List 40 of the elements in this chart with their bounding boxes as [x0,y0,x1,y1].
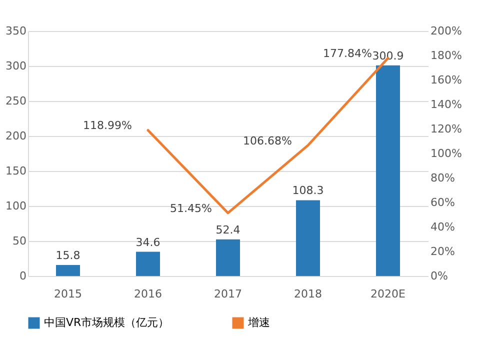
x-tick-label: 2020E [370,288,406,300]
data-label: 52.4 [216,223,240,236]
y-tick-label: 200 [6,130,26,142]
data-label: 118.99% [83,119,132,132]
legend-label: 中国VR市场规模（亿元） [44,316,170,329]
bar [216,239,240,276]
x-tick-label: 2017 [214,288,242,300]
bar [56,264,80,276]
legend-label: 增速 [247,316,270,329]
y2-tick-label: 140% [430,98,462,111]
y-tick-label: 100 [6,200,26,212]
data-label: 108.3 [292,184,324,198]
x-tick-label: 2015 [54,288,82,300]
y-tick-label: 0 [20,270,26,282]
y-tick-label: 300 [6,60,26,72]
data-label: 106.68% [243,134,292,148]
data-label: 51.45% [170,202,212,215]
bar [376,65,400,276]
y-tick-label: 250 [6,94,26,108]
data-label: 34.6 [136,236,160,249]
y-tick-label: 150 [6,164,26,178]
y2-tick-label: 180% [430,49,462,62]
y2-tick-label: 100% [430,147,462,160]
y-tick-label: 50 [12,234,26,248]
y2-tick-label: 120% [430,122,462,136]
bar [296,200,320,276]
x-tick-label: 2018 [294,288,322,300]
data-label: 177.84% [323,47,372,60]
y2-tick-label: 80% [430,172,455,184]
y-tick-label: 350 [6,24,26,38]
y2-tick-label: 40% [430,220,455,234]
y2-tick-label: 0% [430,270,448,282]
y2-tick-label: 60% [430,196,455,209]
data-label: 300.9 [372,49,404,62]
data-label: 15.8 [56,248,80,262]
y2-tick-label: 200% [430,24,462,38]
y2-tick-label: 20% [430,245,455,258]
x-tick-label: 2016 [134,288,162,300]
y2-tick-label: 160% [430,74,462,86]
bar [136,252,160,276]
